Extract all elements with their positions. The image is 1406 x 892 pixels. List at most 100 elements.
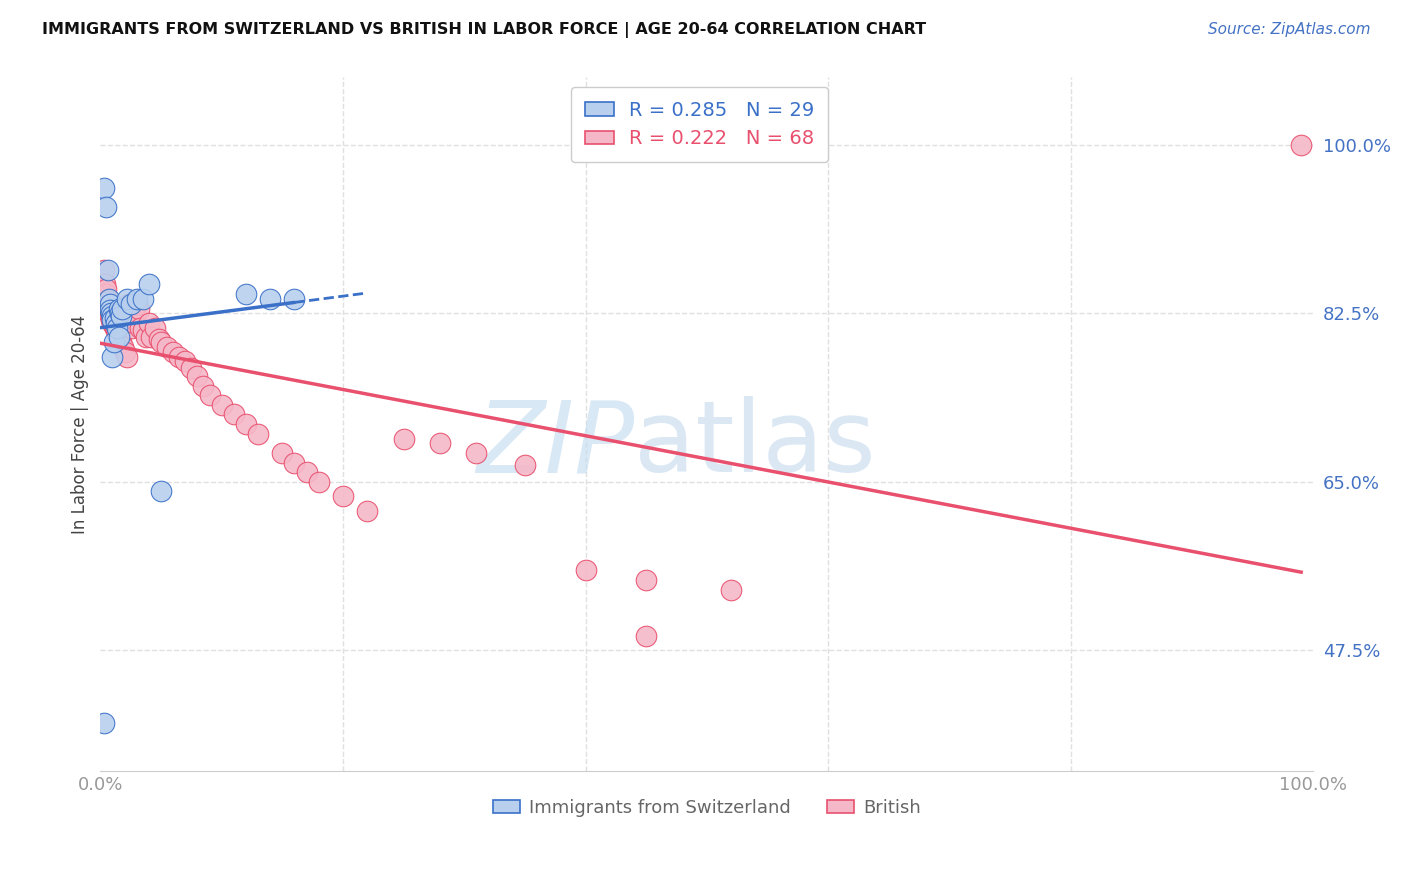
Point xyxy=(97,292,120,306)
Point xyxy=(259,292,281,306)
Point xyxy=(94,277,117,292)
Point xyxy=(198,388,221,402)
Point xyxy=(97,263,120,277)
Text: ZIP: ZIP xyxy=(475,396,634,493)
Point xyxy=(356,504,378,518)
Point xyxy=(111,301,134,316)
Point xyxy=(115,350,138,364)
Point xyxy=(121,320,143,334)
Point xyxy=(132,323,155,337)
Point xyxy=(193,378,215,392)
Point xyxy=(135,330,157,344)
Point xyxy=(96,282,118,296)
Point xyxy=(103,318,125,333)
Point xyxy=(122,311,145,326)
Point xyxy=(100,313,122,327)
Point xyxy=(98,303,121,318)
Point xyxy=(98,310,121,324)
Point xyxy=(128,301,150,316)
Point xyxy=(465,446,488,460)
Point xyxy=(97,303,120,318)
Point xyxy=(574,563,596,577)
Point xyxy=(513,458,536,472)
Point xyxy=(186,368,208,383)
Point xyxy=(93,715,115,730)
Point xyxy=(174,354,197,368)
Point xyxy=(150,335,173,350)
Point xyxy=(101,311,124,326)
Point xyxy=(148,332,170,346)
Point xyxy=(180,361,202,376)
Point xyxy=(308,475,330,489)
Point xyxy=(108,332,131,346)
Point xyxy=(111,301,134,316)
Point xyxy=(96,287,118,301)
Point xyxy=(98,296,121,310)
Point xyxy=(107,301,129,316)
Point xyxy=(110,335,132,350)
Point xyxy=(1289,137,1312,152)
Point xyxy=(132,292,155,306)
Point xyxy=(93,181,115,195)
Point xyxy=(167,350,190,364)
Point xyxy=(104,311,127,326)
Point xyxy=(141,330,163,344)
Point xyxy=(105,316,128,330)
Point xyxy=(107,303,129,318)
Text: Source: ZipAtlas.com: Source: ZipAtlas.com xyxy=(1208,22,1371,37)
Point xyxy=(104,320,127,334)
Point xyxy=(162,344,184,359)
Point xyxy=(114,344,136,359)
Text: IMMIGRANTS FROM SWITZERLAND VS BRITISH IN LABOR FORCE | AGE 20-64 CORRELATION CH: IMMIGRANTS FROM SWITZERLAND VS BRITISH I… xyxy=(42,22,927,38)
Point xyxy=(98,301,121,316)
Point xyxy=(156,340,179,354)
Point xyxy=(235,287,257,301)
Point xyxy=(125,296,148,310)
Point xyxy=(107,330,129,344)
Point xyxy=(101,350,124,364)
Point xyxy=(93,263,115,277)
Point xyxy=(332,489,354,503)
Point xyxy=(103,335,125,350)
Point xyxy=(636,629,658,643)
Point xyxy=(117,296,139,310)
Point xyxy=(120,296,142,310)
Point xyxy=(138,277,160,292)
Point xyxy=(96,201,118,215)
Point xyxy=(283,292,305,306)
Point xyxy=(271,446,294,460)
Point xyxy=(283,456,305,470)
Point xyxy=(124,316,146,330)
Point xyxy=(112,340,135,354)
Point xyxy=(720,582,742,597)
Point xyxy=(97,296,120,310)
Text: atlas: atlas xyxy=(634,396,876,493)
Point xyxy=(129,320,152,334)
Point xyxy=(235,417,257,431)
Point xyxy=(115,292,138,306)
Point xyxy=(100,306,122,320)
Point xyxy=(101,313,124,327)
Y-axis label: In Labor Force | Age 20-64: In Labor Force | Age 20-64 xyxy=(72,315,89,533)
Point xyxy=(247,426,270,441)
Point xyxy=(101,310,124,324)
Legend: Immigrants from Switzerland, British: Immigrants from Switzerland, British xyxy=(485,791,928,824)
Point xyxy=(120,303,142,318)
Point xyxy=(105,320,128,334)
Point xyxy=(101,316,124,330)
Point xyxy=(295,465,318,479)
Point xyxy=(104,306,127,320)
Point xyxy=(429,436,451,450)
Point xyxy=(107,330,129,344)
Point xyxy=(125,292,148,306)
Point xyxy=(211,398,233,412)
Point xyxy=(97,300,120,314)
Point xyxy=(392,432,415,446)
Point xyxy=(108,306,131,320)
Point xyxy=(110,310,132,324)
Point xyxy=(105,323,128,337)
Point xyxy=(222,408,245,422)
Point xyxy=(150,484,173,499)
Point xyxy=(105,326,128,340)
Point xyxy=(143,320,166,334)
